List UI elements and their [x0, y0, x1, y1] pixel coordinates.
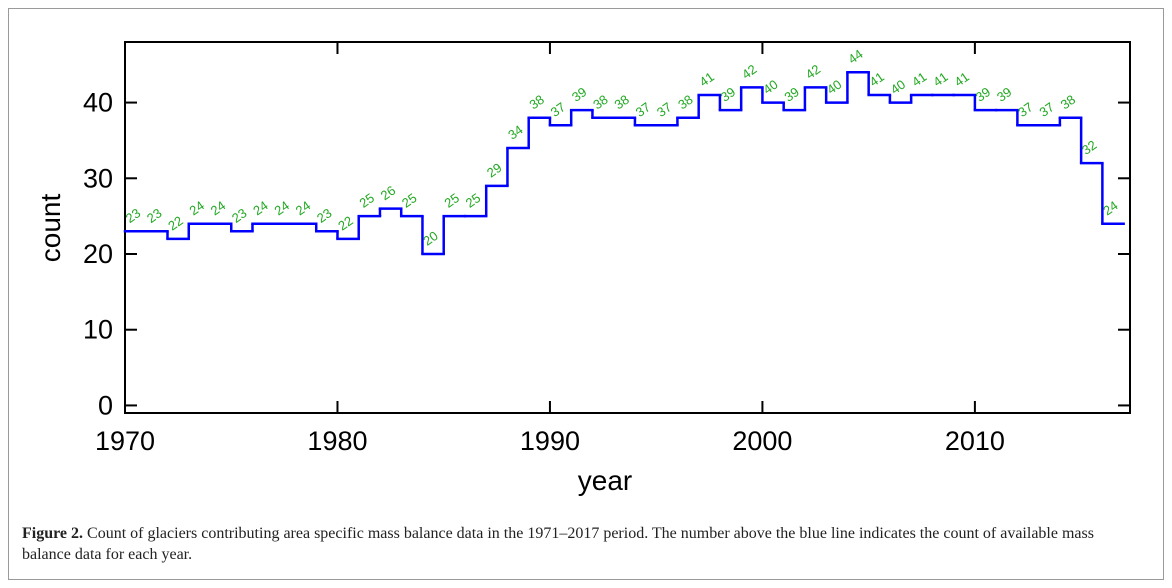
value-label: 29 [484, 160, 504, 181]
value-label: 25 [399, 190, 419, 211]
value-label: 38 [1058, 92, 1078, 113]
x-tick-label: 1970 [95, 426, 155, 456]
value-label: 42 [803, 61, 823, 82]
plot-frame [124, 41, 1131, 414]
value-label: 37 [1036, 99, 1056, 120]
value-label: 20 [420, 228, 440, 249]
value-label: 24 [250, 198, 270, 219]
value-label: 37 [633, 99, 653, 120]
value-label: 32 [1079, 137, 1099, 158]
figure-frame [8, 8, 1164, 580]
y-axis-label: count [35, 194, 66, 263]
x-tick-label: 2000 [732, 426, 792, 456]
value-label: 39 [569, 84, 589, 105]
value-label: 25 [442, 190, 462, 211]
value-label: 38 [612, 92, 632, 113]
value-label: 23 [123, 205, 143, 226]
value-label: 22 [165, 213, 185, 234]
value-label: 24 [187, 198, 207, 219]
value-label: 41 [909, 69, 929, 90]
x-tick-label: 2010 [945, 426, 1005, 456]
value-label: 24 [272, 198, 292, 219]
value-label: 23 [314, 205, 334, 226]
value-label: 39 [994, 84, 1014, 105]
value-label: 42 [739, 61, 759, 82]
chart: year count 1970 1980 1990 2000 2010 0 10 20 30 40… [35, 41, 1131, 496]
value-label: 23 [229, 205, 249, 226]
value-label: 37 [654, 99, 674, 120]
value-label: 41 [866, 69, 886, 90]
value-label: 26 [378, 183, 398, 204]
value-label: 39 [781, 84, 801, 105]
value-label: 38 [675, 92, 695, 113]
y-tick-label: 40 [83, 88, 113, 118]
y-tick-label: 30 [83, 163, 113, 193]
y-tick-label: 0 [98, 390, 113, 420]
value-label: 38 [527, 92, 547, 113]
value-label: 22 [335, 213, 355, 234]
value-label: 23 [144, 205, 164, 226]
x-tick-label: 1990 [520, 426, 580, 456]
value-label: 24 [293, 198, 313, 219]
value-label: 41 [951, 69, 971, 90]
y-tick-label: 20 [83, 239, 113, 269]
y-tick-label: 10 [83, 315, 113, 345]
value-label: 37 [1015, 99, 1035, 120]
caption: Figure 2. Count of glaciers contributing… [22, 523, 1142, 565]
x-axis-label: year [578, 465, 632, 496]
caption-text: Count of glaciers contributing area spec… [22, 525, 1094, 563]
value-label: 40 [888, 77, 908, 98]
value-label: 24 [1100, 198, 1120, 219]
value-label: 38 [590, 92, 610, 113]
caption-label: Figure 2. [22, 525, 84, 542]
value-label: 37 [548, 99, 568, 120]
value-label: 39 [973, 84, 993, 105]
value-label: 34 [505, 122, 525, 143]
value-label: 40 [760, 77, 780, 98]
value-label: 41 [696, 69, 716, 90]
value-label: 39 [718, 84, 738, 105]
value-label: 25 [463, 190, 483, 211]
value-label: 24 [208, 198, 228, 219]
value-label: 25 [357, 190, 377, 211]
x-tick-label: 1980 [307, 426, 367, 456]
value-label: 44 [845, 46, 865, 67]
value-label: 40 [824, 77, 844, 98]
value-label: 41 [930, 69, 950, 90]
